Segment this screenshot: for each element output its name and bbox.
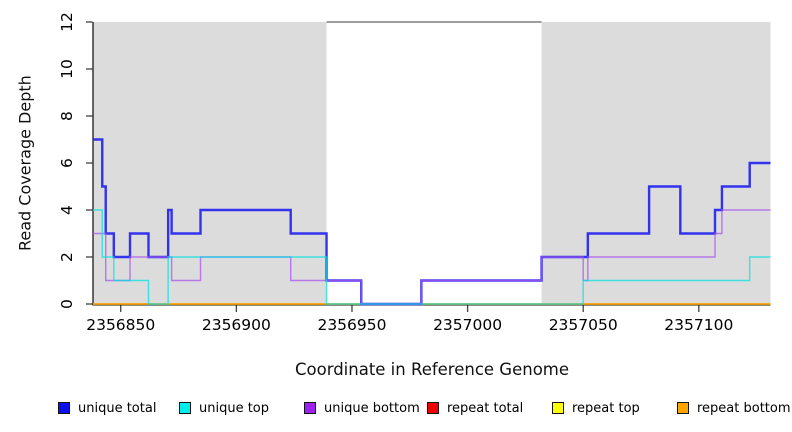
- legend-item-repeat-total: repeat total: [427, 399, 523, 417]
- x-tick-label: 2356950: [317, 316, 386, 334]
- x-tick-label: 2356850: [86, 316, 155, 334]
- x-axis-title: Coordinate in Reference Genome: [294, 360, 570, 379]
- legend-item-repeat-bottom: repeat bottom: [677, 399, 791, 417]
- x-tick-label: 2357050: [549, 316, 618, 334]
- y-tick-label: 10: [58, 59, 76, 79]
- legend-item-repeat-top: repeat top: [552, 399, 640, 417]
- y-axis-title: Read Coverage Depth: [15, 75, 35, 251]
- legend-item-unique-bottom: unique bottom: [304, 399, 420, 417]
- x-tick-label: 2357000: [433, 316, 502, 334]
- shaded-region: [541, 22, 771, 304]
- y-tick-label: 4: [58, 205, 76, 215]
- legend-label-unique-total: unique total: [78, 400, 157, 416]
- legend-label-unique-bottom: unique bottom: [324, 400, 420, 416]
- legend-swatch-unique-top: [179, 402, 191, 414]
- y-tick-label: 12: [58, 12, 76, 32]
- legend-label-repeat-bottom: repeat bottom: [697, 400, 791, 416]
- x-tick-label: 2356900: [202, 316, 271, 334]
- shaded-region: [93, 22, 327, 304]
- legend-swatch-repeat-total: [427, 402, 439, 414]
- y-tick-label: 2: [58, 252, 76, 262]
- legend-swatch-unique-total: [58, 402, 70, 414]
- y-tick-label: 6: [58, 158, 76, 168]
- y-tick-label: 8: [58, 111, 76, 121]
- legend-item-unique-top: unique top: [179, 399, 269, 417]
- legend-swatch-repeat-bottom: [677, 402, 689, 414]
- legend-swatch-repeat-top: [552, 402, 564, 414]
- legend-label-unique-top: unique top: [199, 400, 270, 416]
- y-tick-label: 0: [58, 299, 76, 309]
- x-tick-label: 2357100: [664, 316, 733, 334]
- legend-item-unique-total: unique total: [58, 399, 156, 417]
- legend-label-repeat-top: repeat top: [572, 400, 640, 416]
- legend-swatch-unique-bottom: [304, 402, 316, 414]
- legend-label-repeat-total: repeat total: [447, 400, 524, 416]
- series-unique-top: [93, 209, 771, 305]
